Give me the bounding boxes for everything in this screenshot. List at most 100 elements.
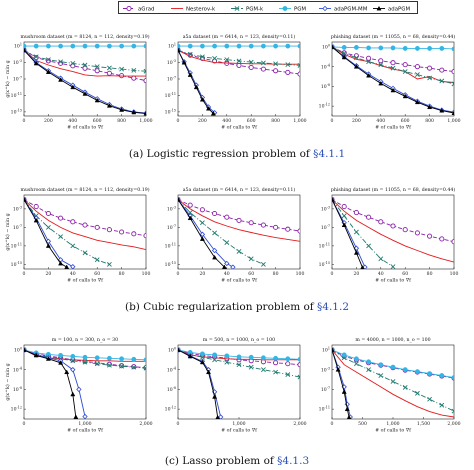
series-group [332, 196, 454, 269]
legend-marker [282, 6, 288, 11]
series-group [332, 347, 454, 419]
panel-title: phishing dataset (m = 11055, n = 68, den… [331, 186, 456, 193]
point-pgm-k [260, 60, 266, 66]
point-adapgm [341, 389, 347, 394]
point-pgm-k [143, 68, 146, 74]
point-agrad [212, 210, 218, 217]
point-pgm [131, 43, 137, 49]
y-tick-label: 10-11 [165, 242, 176, 249]
point-pgm-k [260, 261, 266, 267]
point-pgm-k [353, 361, 359, 367]
point-pgm-k [212, 56, 218, 61]
point-pgm-k [82, 359, 88, 365]
point-pgm-k [45, 57, 51, 63]
series-line-adapgm-mm [332, 199, 366, 268]
plot-frame [23, 41, 147, 117]
legend-label: adaPGM [388, 7, 410, 13]
point-pgm-k [224, 359, 230, 365]
caption-a-ref[interactable]: §4.1.1 [313, 148, 346, 160]
point-adapgm [33, 217, 39, 223]
series-line-agrad [178, 199, 300, 232]
x-tick-label: 80 [427, 271, 433, 277]
series-group [178, 196, 300, 269]
point-pgm-k [414, 390, 420, 396]
point-agrad [82, 222, 88, 228]
point-agrad [297, 71, 300, 77]
point-pgm [285, 43, 291, 49]
x-tick-label: 800 [117, 118, 126, 124]
point-agrad [236, 217, 242, 223]
point-agrad [414, 64, 420, 70]
point-pgm-k [236, 362, 242, 368]
point-adapgm [178, 347, 181, 352]
point-pgm-k [427, 75, 433, 81]
caption-c-ref[interactable]: §4.1.3 [277, 455, 310, 467]
point-agrad [45, 210, 51, 217]
point-pgm-k [199, 54, 205, 60]
point-pgm [353, 356, 359, 362]
point-agrad [260, 359, 266, 365]
point-pgm [107, 355, 112, 361]
legend-item-agrad: aGrad [123, 5, 154, 13]
y-tick-label: 10-3 [13, 205, 22, 212]
point-pgm-k [106, 261, 112, 267]
point-pgm [94, 355, 100, 361]
point-adapgm [346, 414, 352, 419]
point-adapgm [344, 406, 350, 412]
point-pgm [199, 351, 205, 357]
panel-title: mushroom dataset (m = 8124, n = 112, den… [20, 186, 149, 193]
point-pgm-k [414, 72, 420, 77]
point-adapgm [73, 414, 79, 419]
legend-marker [126, 5, 132, 12]
point-adapgm [94, 97, 100, 103]
point-adapgm [414, 99, 420, 105]
panel-1: mushroom dataset (m = 8124, n = 112, den… [4, 33, 153, 131]
point-pgm-k [187, 51, 193, 57]
legend-marker [322, 5, 328, 12]
point-agrad [451, 69, 454, 75]
point-adapgm [215, 414, 220, 419]
y-tick-label: 10-11 [319, 406, 330, 413]
point-agrad [439, 236, 445, 242]
point-pgm-k [199, 220, 205, 226]
point-pgm-k [131, 364, 137, 370]
point-pgm-k [260, 367, 266, 373]
y-tick-label: 10-15 [165, 108, 176, 115]
caption-b-ref[interactable]: §4.1.2 [317, 301, 349, 313]
y-tick-label: 10-8 [321, 83, 330, 90]
point-pgm [427, 46, 432, 51]
point-adapgm-mm [82, 413, 88, 419]
point-pgm-k [353, 55, 359, 61]
series-line-agrad [178, 49, 300, 75]
point-agrad [451, 239, 454, 245]
legend-item-nesterov-k: Nesterov-k [171, 7, 216, 13]
point-pgm [402, 46, 408, 51]
panel-title: m = 100, n = 300, n_o = 30 [52, 337, 118, 343]
x-tick-label: 0 [177, 118, 180, 124]
point-pgm [378, 362, 384, 368]
point-pgm [439, 373, 445, 378]
point-adapgm [33, 352, 39, 358]
x-tick-label: 500 [358, 421, 367, 427]
point-pgm-k [427, 396, 433, 402]
y-tick-label: 10-4 [321, 63, 330, 70]
point-pgm [212, 43, 217, 49]
x-tick-label: 0 [23, 421, 26, 427]
point-adapgm [33, 60, 39, 66]
point-pgm [402, 367, 408, 373]
panel-9: m = 4000, n = 1000, n_o = 100 101 10-3 10-7… [319, 337, 461, 434]
point-adapgm [64, 369, 70, 375]
point-pgm [285, 356, 291, 362]
x-tick-label: 0 [23, 271, 26, 277]
point-agrad [427, 233, 433, 239]
point-pgm [82, 354, 88, 360]
y-tick-label: 10-12 [165, 406, 176, 413]
x-axis-label: # of calls to ∇f [221, 278, 258, 284]
point-adapgm [205, 105, 212, 111]
x-tick-label: 800 [425, 118, 434, 124]
point-adapgm [366, 72, 372, 78]
caption-b-text: (b) Cubic regularization problem of [124, 301, 318, 313]
x-tick-label: 600 [93, 118, 102, 124]
point-pgm [341, 352, 347, 358]
x-tick-label: 80 [119, 271, 125, 277]
